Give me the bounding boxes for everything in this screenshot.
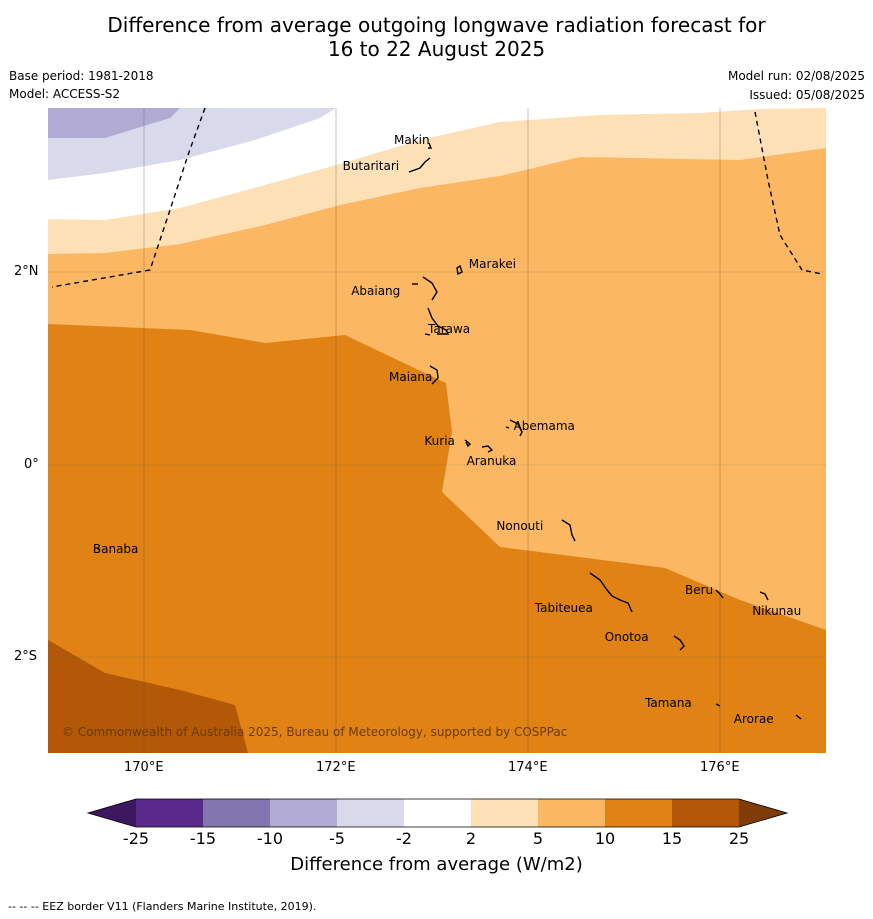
band-15-25 (48, 640, 248, 753)
map-title-line2: 16 to 22 August 2025 (327, 37, 546, 61)
colorbar-tick: -5 (329, 829, 345, 848)
colorbar-segment (203, 799, 270, 827)
colorbar-segment (270, 799, 337, 827)
island-abemama (509, 419, 523, 437)
island-marakei (456, 264, 463, 276)
colorbar-tick: -2 (396, 829, 412, 848)
map-area (48, 108, 826, 753)
place-label-butaritari: Butaritari (342, 158, 400, 173)
colorbar-tick: 10 (594, 829, 616, 848)
island-beru (715, 589, 724, 599)
eez-border (51, 108, 823, 288)
island-tarawa (427, 307, 450, 335)
lon-label-170e: 170°E (124, 760, 164, 775)
island-tarawa-w (424, 333, 431, 336)
lon-label-172e: 172°E (316, 760, 356, 775)
island-nikunau (759, 591, 769, 601)
colorbar-tick: -15 (189, 829, 217, 848)
colorbar-tick: 15 (661, 829, 683, 848)
colorbar-tick: -25 (122, 829, 150, 848)
eez-footer-note: -- -- -- EEZ border V11 (Flanders Marine… (8, 900, 317, 913)
place-label-maiana: Maiana (389, 370, 433, 385)
colorbar-segment (471, 799, 538, 827)
colorbar-tick: 25 (728, 829, 750, 848)
colorbar-over-arrow (739, 799, 787, 827)
colorbar-tick: 5 (532, 829, 544, 848)
island-outlines (96, 142, 802, 720)
place-label-tamana: Tamana (645, 695, 692, 710)
colorbar-under-arrow (88, 799, 136, 827)
island-butaritari (408, 157, 431, 173)
island-kuria (464, 439, 472, 448)
colorbar-segment (605, 799, 672, 827)
lon-label-174e: 174°E (508, 760, 548, 775)
colorbar (86, 798, 789, 828)
place-label-abemama: Abemama (513, 418, 575, 433)
place-label-aranuka: Aranuka (466, 453, 517, 468)
base-period-label: Base period: 1981-2018 (9, 69, 154, 83)
island-makin (428, 142, 433, 149)
island-onotoa (673, 635, 685, 651)
colorbar-title: Difference from average (W/m2) (290, 854, 583, 875)
model-label: Model: ACCESS-S2 (9, 87, 121, 101)
island-maiana (429, 365, 439, 385)
model-run-label: Model run: 02/08/2025 (727, 69, 865, 83)
island-tabiteuea (589, 572, 633, 613)
colorbar-segment (538, 799, 605, 827)
band-5-10 (48, 108, 826, 630)
place-label-beru: Beru (685, 583, 714, 597)
lon-label-176e: 176°E (700, 760, 740, 775)
island-abemama-w (505, 426, 510, 429)
lat-label-2s: 2°S (14, 649, 38, 664)
place-label-kuria: Kuria (424, 433, 455, 448)
colorbar-segment (337, 799, 404, 827)
colorbar-segment (672, 799, 739, 827)
place-label-banaba: Banaba (92, 541, 139, 556)
colorbar-segment (136, 799, 203, 827)
map-title-line1: Difference from average outgoing longwav… (107, 13, 766, 37)
island-tamana (715, 703, 721, 707)
place-label-tabiteuea: Tabiteuea (534, 601, 593, 616)
issued-label: Issued: 05/08/2025 (749, 88, 865, 102)
gridlines (48, 108, 826, 753)
island-banaba (96, 547, 101, 551)
island-abaiang (422, 276, 438, 301)
place-label-tarawa: Tarawa (428, 322, 471, 337)
colorbar-tick: 2 (465, 829, 477, 848)
lat-label-2n: 2°N (14, 264, 39, 279)
place-label-marakei: Marakei (468, 256, 517, 271)
copyright-notice: © Commonwealth of Australia 2025, Bureau… (62, 725, 568, 739)
place-label-onotoa: Onotoa (604, 630, 649, 645)
colorbar-segment (404, 799, 471, 827)
place-label-nonouti: Nonouti (496, 518, 544, 533)
place-label-arorae: Arorae (733, 712, 774, 727)
lat-label-0: 0° (24, 457, 39, 472)
place-label-abaiang: Abaiang (351, 283, 401, 298)
place-label-nikunau: Nikunau (752, 603, 802, 618)
island-arorae (795, 714, 802, 720)
colorbar-tick: -10 (256, 829, 284, 848)
island-aranuka (481, 445, 494, 453)
island-nonouti (561, 519, 576, 542)
place-label-makin: Makin (394, 132, 430, 147)
band-neg10-neg5 (48, 108, 180, 138)
